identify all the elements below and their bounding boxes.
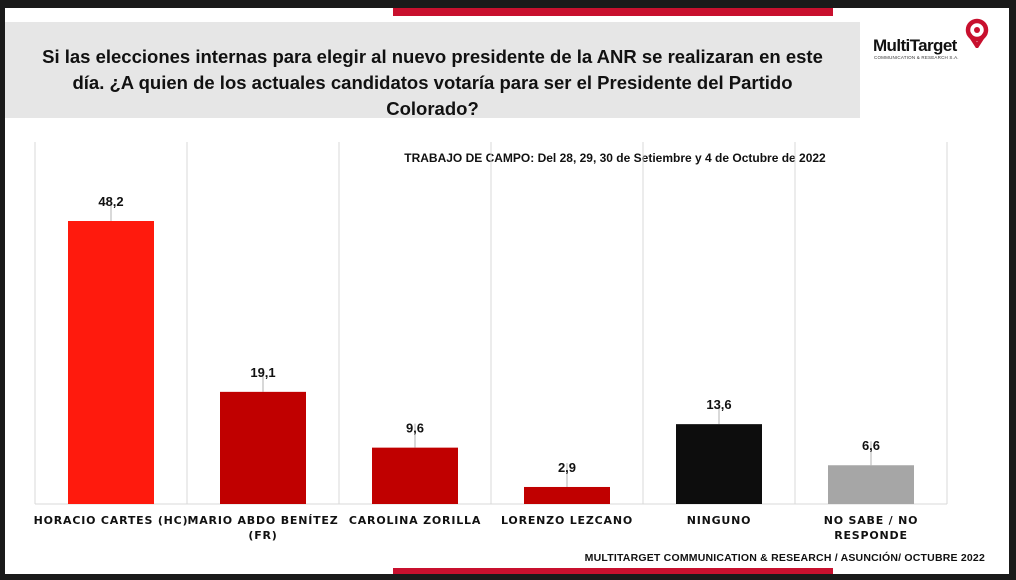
bottom-accent-stripe [393, 568, 833, 574]
data-label: 19,1 [250, 365, 275, 380]
category-label: CAROLINA ZORILLA [349, 514, 481, 527]
slide: Si las elecciones internas para elegir a… [5, 8, 1009, 574]
data-label: 9,6 [406, 421, 424, 436]
bar [676, 424, 762, 504]
footer-credit: MULTITARGET COMMUNICATION & RESEARCH / A… [584, 552, 985, 564]
bar [828, 465, 914, 504]
data-label: 6,6 [862, 438, 880, 453]
data-label: 13,6 [706, 397, 731, 412]
top-accent-stripe [393, 8, 833, 16]
category-label: RESPONDE [834, 529, 908, 542]
data-label: 2,9 [558, 460, 576, 475]
title-box: Si las elecciones internas para elegir a… [5, 22, 860, 119]
logo-tagline: COMMUNICATION & RESEARCH S.A. [874, 55, 959, 60]
bar [68, 221, 154, 504]
logo-name: MultiTarget [873, 36, 957, 55]
bar [524, 486, 610, 504]
fieldwork-dates: TRABAJO DE CAMPO: Del 28, 29, 30 de Seti… [404, 151, 826, 165]
location-pin-icon [965, 18, 989, 48]
category-label: LORENZO LEZCANO [501, 514, 633, 527]
category-label: HORACIO CARTES (HC) [34, 514, 189, 527]
category-label: NINGUNO [687, 514, 752, 527]
category-label: NO SABE / NO [824, 514, 919, 527]
chart-title: Si las elecciones internas para elegir a… [42, 46, 823, 119]
multitarget-logo: MultiTarget COMMUNICATION & RESEARCH S.A… [871, 18, 1001, 62]
bar-chart: 48,2 HORACIO CARTES (HC) 19,1 MARIO ABDO BE… [34, 142, 948, 542]
category-label: (FR) [248, 529, 277, 542]
bar [220, 391, 306, 504]
data-label: 48,2 [98, 194, 123, 209]
category-label: MARIO ABDO BENÍTEZ [187, 514, 338, 527]
bar [372, 447, 458, 504]
